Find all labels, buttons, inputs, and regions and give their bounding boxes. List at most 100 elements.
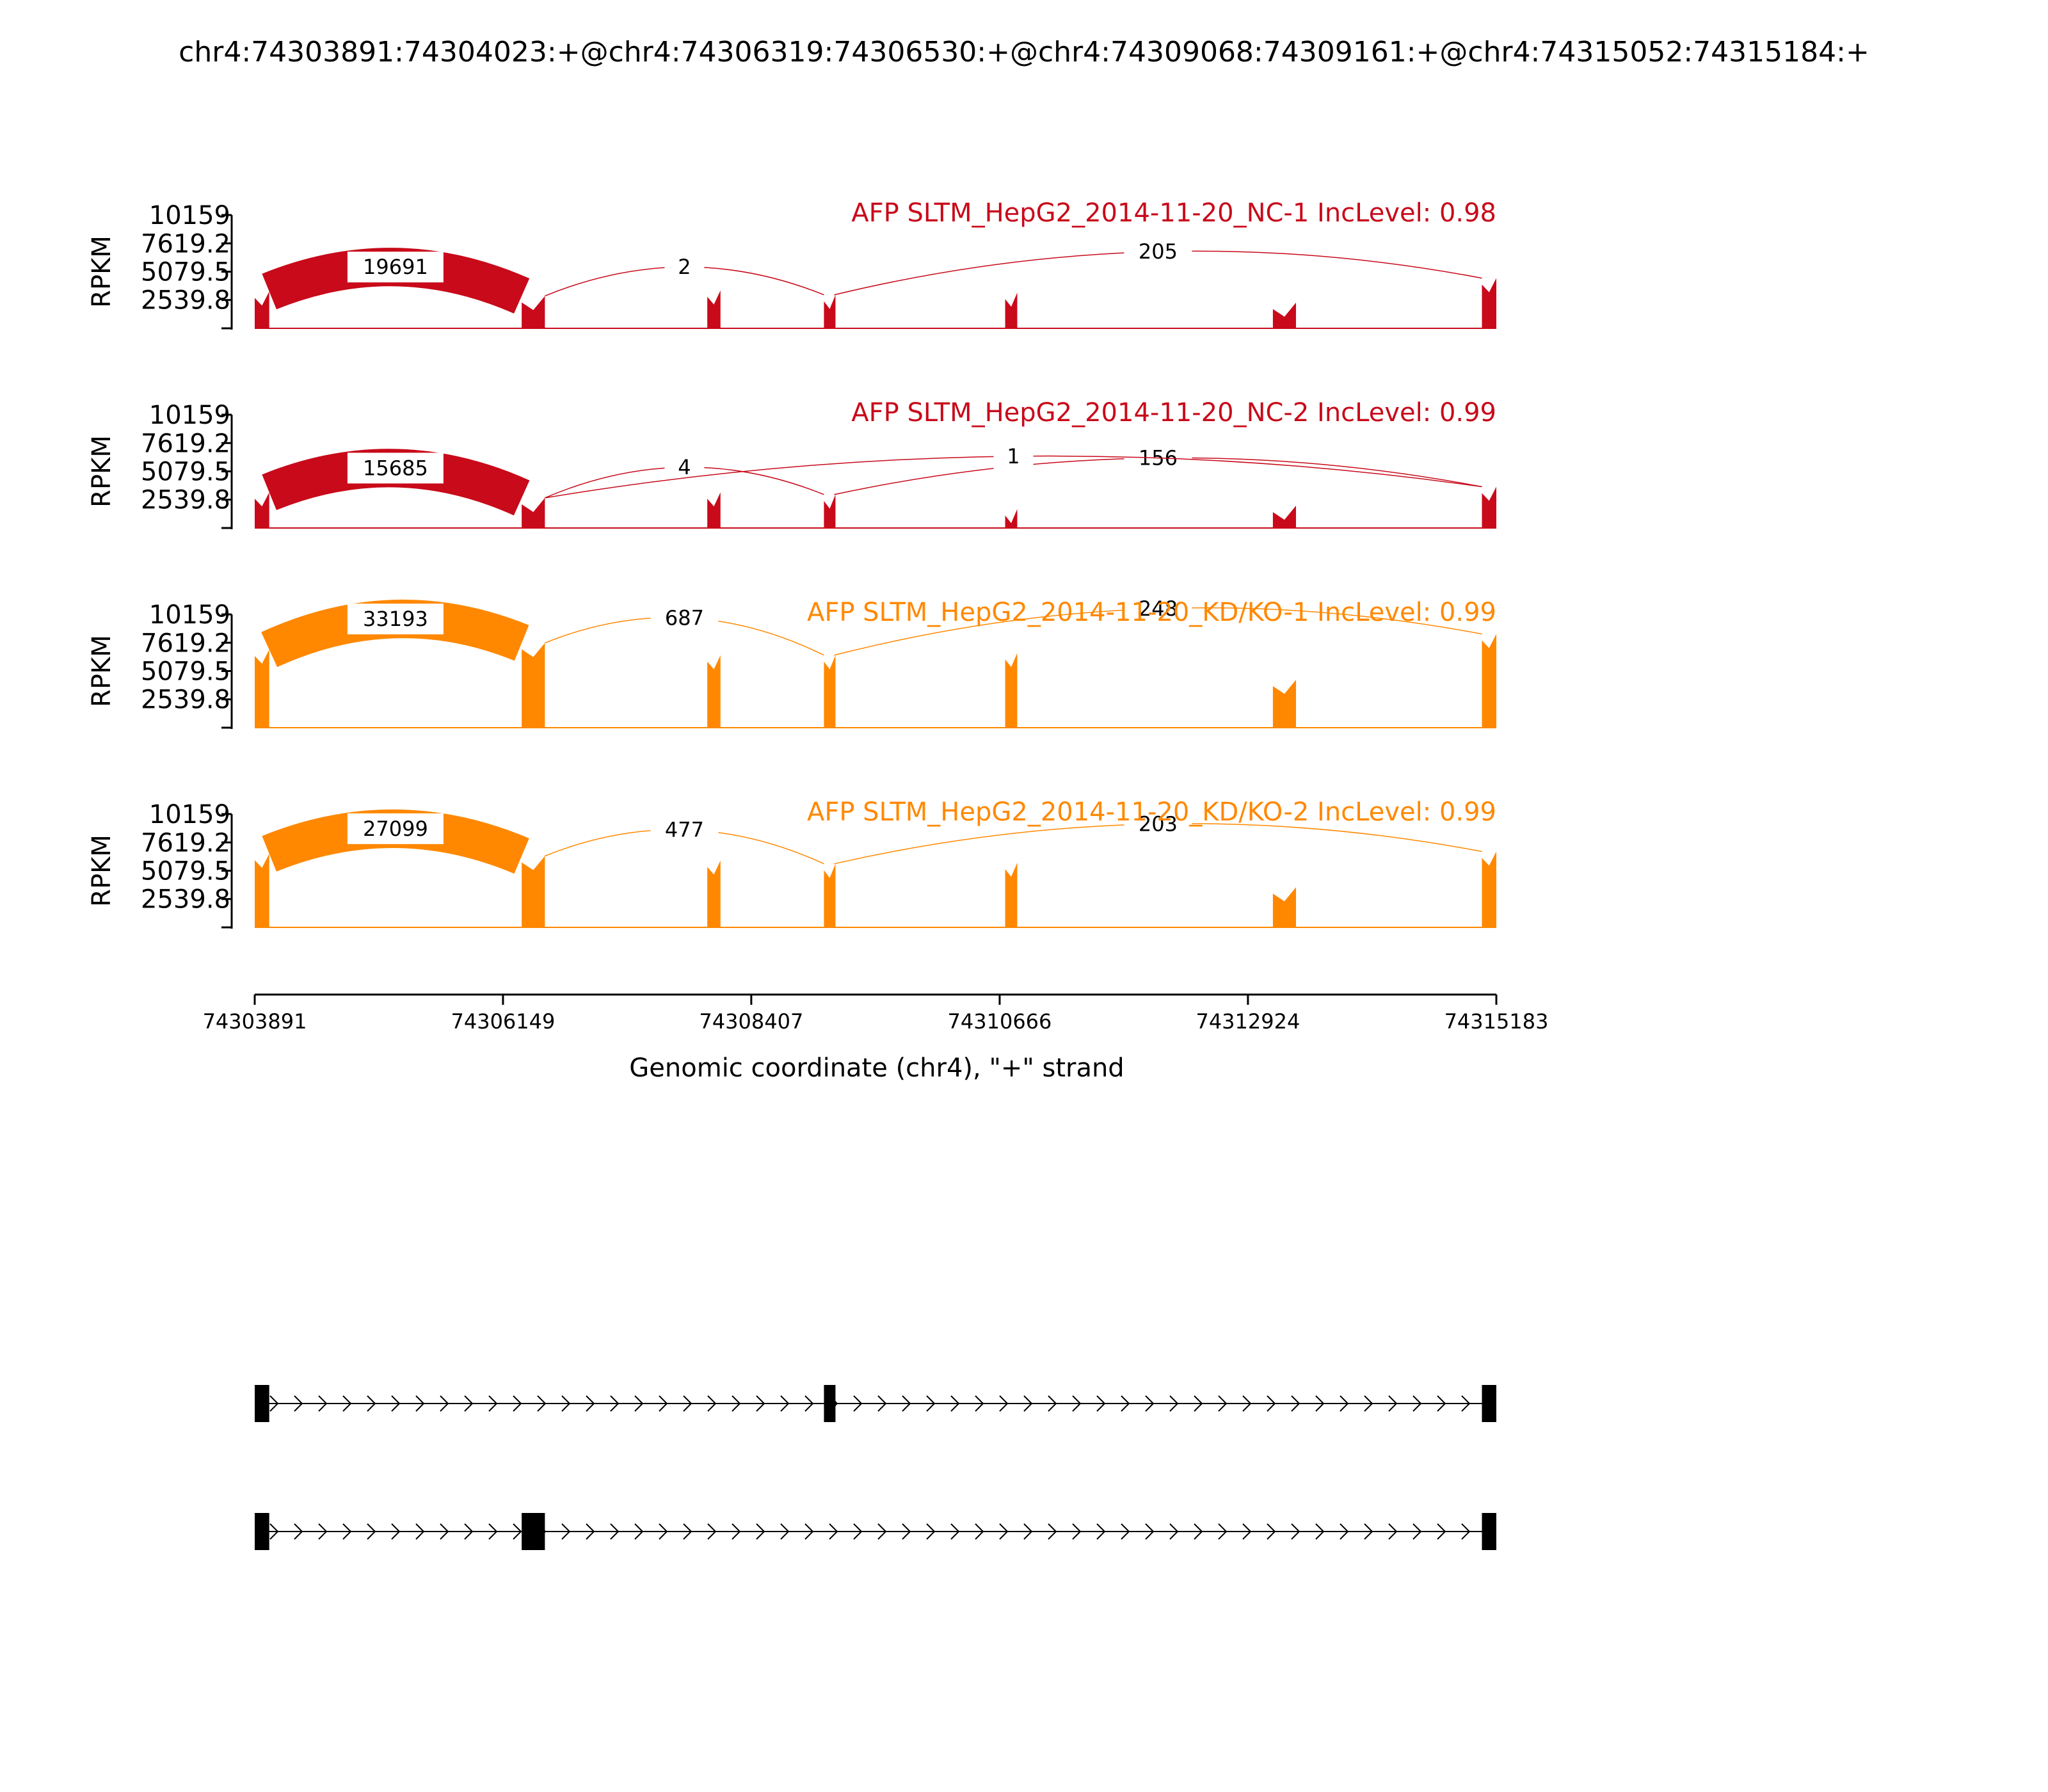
strand-arrow (1437, 1523, 1446, 1540)
exon-coverage (522, 856, 545, 927)
y-axis-label: RPKM (87, 236, 116, 308)
strand-arrow (804, 1523, 814, 1540)
exon-coverage (707, 290, 721, 328)
strand-arrow (1242, 1523, 1252, 1540)
strand-arrow (610, 1523, 620, 1540)
y-tick-label: 7619.2 (141, 429, 230, 458)
strand-arrow (415, 1523, 425, 1540)
strand-arrow (367, 1523, 376, 1540)
strand-arrow (415, 1395, 425, 1412)
strand-arrow (659, 1523, 668, 1540)
strand-arrow (926, 1523, 936, 1540)
exon-coverage (1005, 653, 1018, 728)
exon-coverage (824, 863, 836, 927)
strand-arrow (659, 1395, 668, 1412)
exon-coverage (522, 497, 545, 528)
strand-arrow (440, 1523, 449, 1540)
y-tick-label: 5079.5 (141, 857, 230, 886)
strand-arrow (464, 1523, 474, 1540)
strand-arrow (1023, 1395, 1033, 1412)
strand-arrow (1364, 1395, 1373, 1412)
junction-count-box (1124, 808, 1192, 840)
exon-coverage (1272, 302, 1296, 328)
strand-arrow (1461, 1523, 1471, 1540)
exon-coverage (707, 492, 721, 528)
isoform-exon (255, 1385, 269, 1422)
strand-arrow (269, 1523, 279, 1540)
isoform-model (255, 1385, 1496, 1422)
strand-arrow (1096, 1523, 1106, 1540)
junction-count-label: 203 (1139, 812, 1178, 836)
junction-count-label: 205 (1139, 239, 1178, 264)
strand-arrow (877, 1395, 887, 1412)
junction-count-label: 1 (1007, 444, 1020, 468)
y-tick-label: 5079.5 (141, 258, 230, 287)
figure-title: chr4:74303891:74304023:+@chr4:74306319:7… (179, 36, 1869, 68)
x-tick-label: 74306149 (451, 1009, 555, 1034)
exon-coverage (1005, 292, 1018, 328)
isoform-exon (522, 1513, 545, 1550)
x-axis-label: Genomic coordinate (chr4), "+" strand (629, 1053, 1124, 1083)
junction-count-label: 2 (678, 255, 691, 279)
junction-count-box (1124, 236, 1192, 268)
exon-coverage (522, 643, 545, 728)
y-tick-label: 5079.5 (141, 657, 230, 687)
track-name-label: AFP SLTM_HepG2_2014-11-20_NC-2 IncLevel:… (851, 398, 1496, 428)
junction-count-label: 4 (678, 455, 691, 479)
strand-arrow (561, 1523, 571, 1540)
exon-coverage (1272, 680, 1296, 728)
junction-count-box (650, 602, 719, 634)
exon-coverage (824, 494, 836, 528)
junction-count-box (993, 440, 1034, 472)
strand-arrow (1315, 1395, 1325, 1412)
y-tick-label: 2539.8 (141, 885, 230, 915)
strand-arrow (1388, 1523, 1398, 1540)
strand-arrow (1023, 1523, 1033, 1540)
strand-arrow (1169, 1395, 1179, 1412)
track-name-label: AFP SLTM_HepG2_2014-11-20_KD/KO-1 IncLev… (807, 598, 1496, 627)
junction-count-label: 27099 (363, 817, 428, 841)
strand-arrow (780, 1395, 790, 1412)
strand-arrow (683, 1395, 692, 1412)
strand-arrow (999, 1395, 1009, 1412)
strand-arrow (780, 1523, 790, 1540)
strand-arrow (1267, 1395, 1276, 1412)
strand-arrow (1048, 1523, 1057, 1540)
exon-coverage (1482, 634, 1496, 728)
strand-arrow (1194, 1523, 1203, 1540)
x-tick-label: 74303891 (203, 1009, 307, 1034)
strand-arrow (950, 1523, 960, 1540)
strand-arrow (586, 1523, 595, 1540)
strand-arrow (1048, 1395, 1057, 1412)
strand-arrow (756, 1395, 765, 1412)
strand-arrow (1218, 1523, 1228, 1540)
isoform-exon (824, 1385, 836, 1422)
strand-arrow (586, 1395, 595, 1412)
junction-count-box (650, 814, 719, 845)
strand-arrow (707, 1395, 717, 1412)
strand-arrow (926, 1395, 936, 1412)
x-axis: Genomic coordinate (chr4), "+" strand 74… (203, 993, 1548, 1083)
y-tick-label: 7619.2 (141, 828, 230, 858)
strand-arrow (1194, 1395, 1203, 1412)
junction-count-box (347, 452, 444, 484)
y-axis-label: RPKM (87, 435, 116, 508)
junction-count-label: 477 (665, 818, 704, 842)
junction-count-box (1124, 593, 1192, 624)
strand-arrow (488, 1523, 498, 1540)
strand-arrow (1364, 1523, 1373, 1540)
exon-coverage (707, 655, 721, 728)
junction-count-box (347, 604, 444, 635)
y-tick-label: 7619.2 (141, 229, 230, 259)
strand-arrow (732, 1523, 741, 1540)
exon-coverage (1482, 278, 1496, 328)
y-axis-label: RPKM (87, 635, 116, 707)
strand-arrow (1169, 1523, 1179, 1540)
strand-arrow (756, 1523, 765, 1540)
strand-arrow (975, 1395, 984, 1412)
